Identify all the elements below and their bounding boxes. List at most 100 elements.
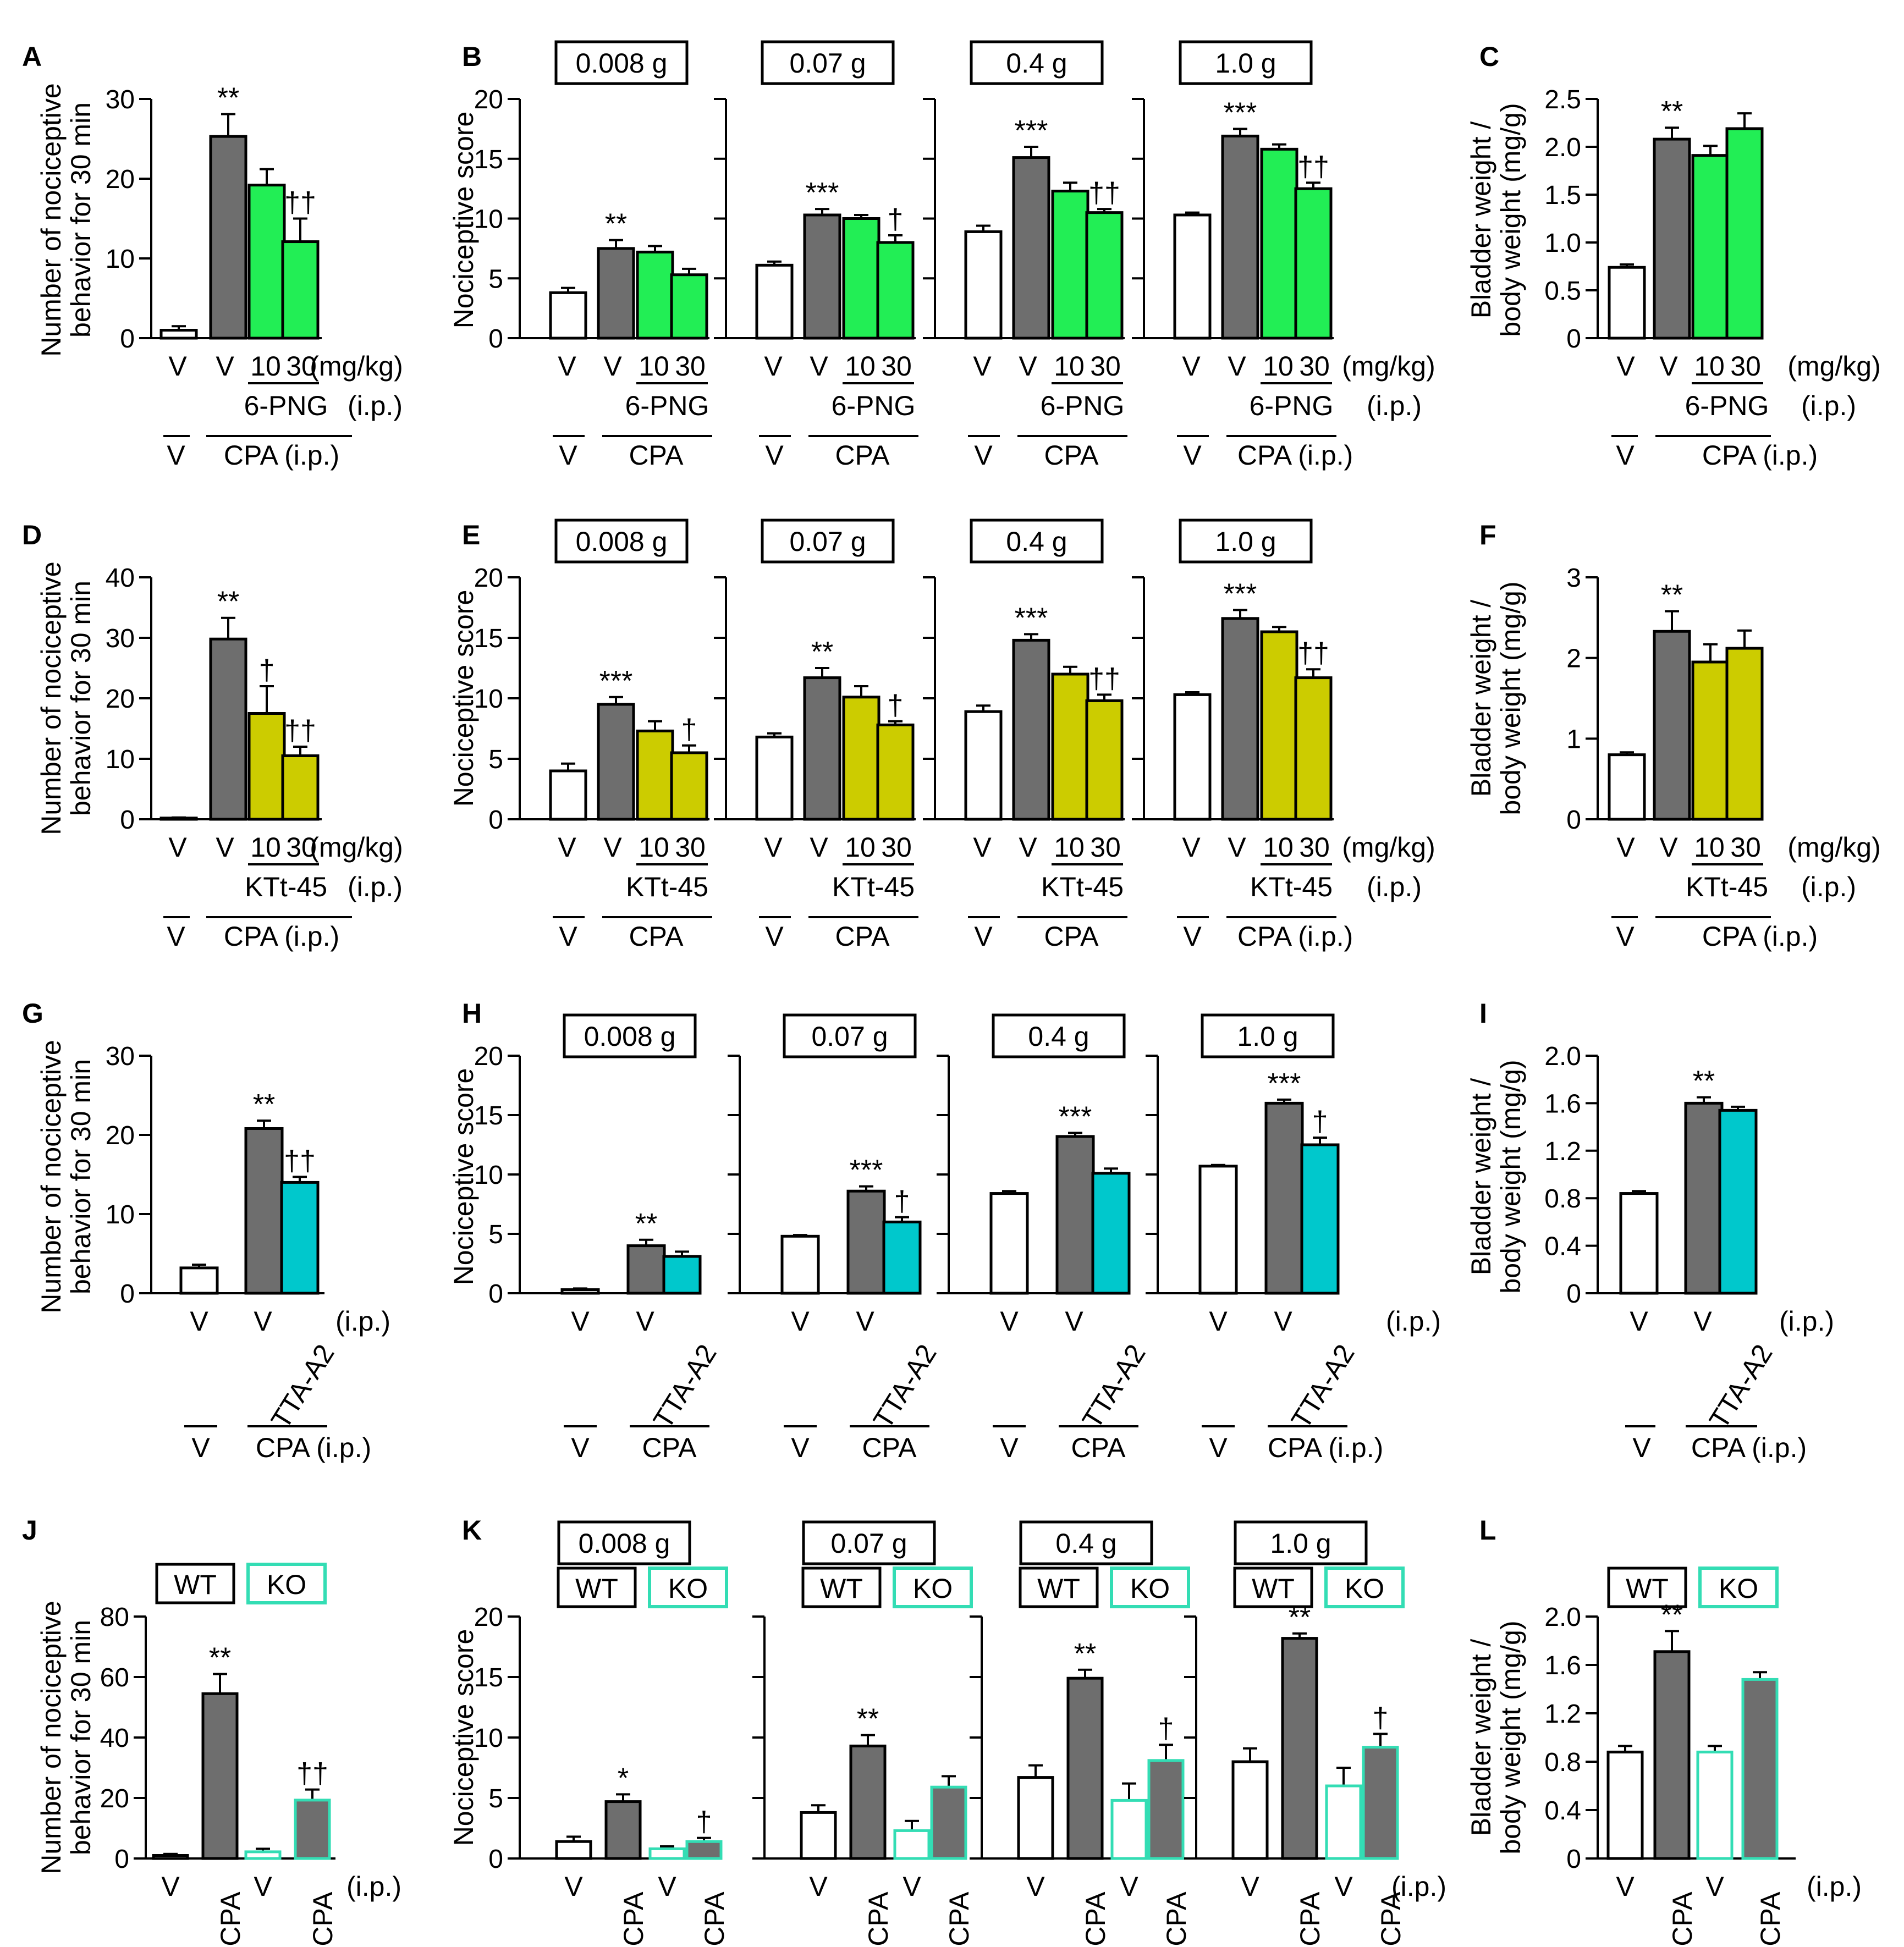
bar-B-bar <box>1173 213 1212 340</box>
x-label-dose: 10 <box>1054 351 1085 382</box>
ko-legend-box <box>648 1567 728 1608</box>
y-tick-label: 10 <box>474 685 503 714</box>
y-axis-title: Nociceptive score <box>448 590 479 807</box>
drug-label: 6-PNG <box>1041 390 1125 421</box>
bar-H-bar <box>1091 1172 1131 1295</box>
y-tick-label: 1 <box>1566 725 1581 754</box>
route-label: (i.p.) <box>346 1871 401 1902</box>
x-label-vehicle: V <box>1228 351 1246 382</box>
bar-J-bar <box>294 1799 331 1860</box>
filament-weight-box <box>1019 1520 1153 1565</box>
panel-letter: C <box>1479 41 1499 72</box>
route-label: (i.p.) <box>1367 872 1422 902</box>
y-axis-title-line: body weight (mg/g) <box>1495 1620 1526 1854</box>
x-label-vehicle: V <box>254 1871 272 1902</box>
filament-weight-box <box>761 519 895 564</box>
y-tick-label: 0 <box>488 1279 503 1309</box>
y-tick-label: 5 <box>488 745 503 774</box>
bar-H-bar <box>1300 1143 1340 1295</box>
x-label-dose: 30 <box>1730 832 1761 863</box>
y-tick-label: 0 <box>120 806 135 835</box>
wt-legend-box <box>557 1567 637 1608</box>
x-label-vehicle: V <box>856 1306 874 1337</box>
bar-A-bar <box>281 240 320 340</box>
x-label-cpa: CPA <box>1375 1891 1406 1946</box>
bar-A-bar <box>247 184 286 340</box>
bar-G-significance-label: †† <box>284 1145 316 1177</box>
bar-D-bar <box>159 817 198 821</box>
route-label: (i.p.) <box>335 1306 390 1337</box>
y-axis-title-line: body weight (mg/g) <box>1495 1060 1526 1293</box>
x-label-vehicle: V <box>564 1871 583 1902</box>
bar-L-significance-label: ** <box>1661 1599 1683 1631</box>
bar-E-significance-label: †† <box>1088 663 1120 694</box>
filament-weight-box <box>970 40 1104 85</box>
group-label-vehicle: V <box>1209 1432 1228 1463</box>
filament-weight-box <box>761 40 895 85</box>
bar-K-bar <box>1017 1776 1054 1860</box>
filament-weight-label: 1.0 g <box>1270 1528 1331 1559</box>
x-label-vehicle: V <box>1026 1871 1045 1902</box>
panel-letter: E <box>462 520 480 550</box>
group-label-vehicle: V <box>765 921 784 952</box>
filament-weight-label: 0.008 g <box>576 526 668 557</box>
x-label-vehicle: V <box>1616 351 1635 382</box>
y-tick-label: 10 <box>474 1724 503 1753</box>
bar-H-significance-label: *** <box>1059 1101 1092 1133</box>
bar-H-bar <box>662 1255 702 1295</box>
y-tick-label: 2.0 <box>1544 1042 1581 1071</box>
y-tick-label: 20 <box>106 685 135 714</box>
x-label-dose: 10 <box>1694 351 1725 382</box>
y-axis-title-line: Nociceptive score <box>448 1068 479 1286</box>
y-tick-label: 15 <box>474 1101 503 1130</box>
bar-G-bar <box>280 1181 320 1295</box>
filament-weight-label: 1.0 g <box>1237 1021 1298 1052</box>
bar-K-bar <box>800 1811 837 1860</box>
ko-legend-label: KO <box>913 1573 953 1604</box>
wt-legend-box <box>801 1567 882 1608</box>
bar-K-bar <box>648 1847 686 1860</box>
bar-K-bar <box>1362 1746 1399 1860</box>
y-tick-label: 20 <box>100 1784 129 1813</box>
bar-D-bar <box>247 712 286 821</box>
y-axis-title-line: Bladder weight / <box>1466 1639 1496 1836</box>
bar-G-bar <box>244 1127 284 1295</box>
y-tick-label: 0.5 <box>1544 277 1581 306</box>
bar-F-bar <box>1653 630 1691 821</box>
panel-letter: J <box>22 1515 37 1546</box>
bar-C-bar <box>1653 137 1691 340</box>
y-tick-label: 0 <box>488 324 503 354</box>
bar-C-bar <box>1608 266 1646 340</box>
bar-H-significance-label: *** <box>1268 1068 1301 1100</box>
x-label-vehicle: V <box>571 1306 590 1337</box>
bar-K-significance-label: † <box>1373 1702 1389 1734</box>
bar-B-bar <box>876 241 915 340</box>
x-label-dose: 30 <box>881 832 912 863</box>
bar-E-bar <box>1221 617 1259 821</box>
bar-I-significance-label: ** <box>1693 1066 1715 1097</box>
group-label-cpa: CPA (i.p.) <box>1237 440 1353 471</box>
bar-B-significance-label: ** <box>605 208 627 240</box>
group-label-cpa: CPA <box>835 921 890 952</box>
y-tick-label: 0 <box>114 1845 129 1874</box>
x-label-vehicle: V <box>764 832 783 863</box>
bar-K-bar <box>555 1840 592 1860</box>
x-label-dose: 10 <box>1263 832 1294 863</box>
bar-H-significance-label: † <box>1312 1106 1328 1138</box>
bar-B-significance-label: †† <box>1297 151 1329 183</box>
panel-letter: A <box>22 41 42 72</box>
route-label: (i.p.) <box>1801 390 1856 421</box>
y-axis-title: Bladder weight /body weight (mg/g) <box>1466 581 1526 815</box>
y-tick-label: 20 <box>474 1042 503 1071</box>
bar-E-bar <box>1012 638 1050 821</box>
filament-weight-box <box>554 519 689 564</box>
filament-weight-label: 1.0 g <box>1215 526 1276 557</box>
y-axis-title: Bladder weight /body weight (mg/g) <box>1466 103 1526 337</box>
bar-F-bar <box>1608 753 1646 821</box>
bar-E-significance-label: ** <box>811 636 833 668</box>
y-tick-label: 0 <box>120 324 135 354</box>
group-label-cpa: CPA (i.p.) <box>1237 921 1353 952</box>
y-axis-title-line: behavior for 30 min <box>65 581 96 816</box>
filament-weight-label: 0.4 g <box>1006 48 1067 79</box>
